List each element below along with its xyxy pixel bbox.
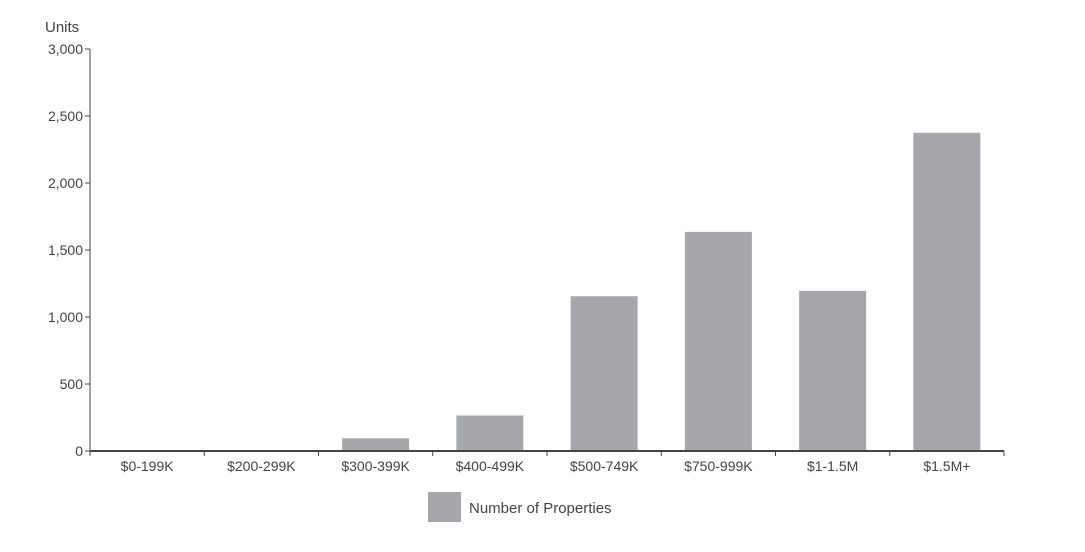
bar-6 <box>799 290 867 451</box>
y-tick-label: 0 <box>75 443 83 459</box>
y-tick-label: 2,000 <box>48 175 83 191</box>
bar-4 <box>570 296 638 451</box>
bars <box>342 132 981 451</box>
x-tick-label: $300-399K <box>341 458 410 474</box>
x-tick-label: $200-299K <box>227 458 296 474</box>
y-tick-label: 500 <box>60 376 84 392</box>
legend-swatch <box>428 492 461 522</box>
y-tick-label: 2,500 <box>48 108 83 124</box>
y-axis-label: Units <box>45 19 79 36</box>
x-tick-label: $500-749K <box>570 458 639 474</box>
y-tick-label: 3,000 <box>48 41 83 57</box>
bar-2 <box>342 438 410 451</box>
legend: Number of Properties <box>428 492 612 522</box>
x-tick-label: $1-1.5M <box>807 458 858 474</box>
bar-7 <box>913 132 981 451</box>
x-tick-label: $400-499K <box>456 458 525 474</box>
x-tick-label: $750-999K <box>684 458 753 474</box>
y-tick-label: 1,500 <box>48 242 83 258</box>
x-axis: $0-199K $200-299K $300-399K $400-499K $500-7… <box>89 450 1005 474</box>
legend-label: Number of Properties <box>469 500 612 517</box>
y-tick-label: 1,000 <box>48 309 83 325</box>
bar-5 <box>684 231 752 451</box>
y-axis: 0 500 1,000 1,500 2,000 2,500 3,000 <box>48 41 91 459</box>
x-tick-label: $0-199K <box>121 458 175 474</box>
bar-3 <box>456 415 524 451</box>
x-tick-label: $1.5M+ <box>923 458 970 474</box>
